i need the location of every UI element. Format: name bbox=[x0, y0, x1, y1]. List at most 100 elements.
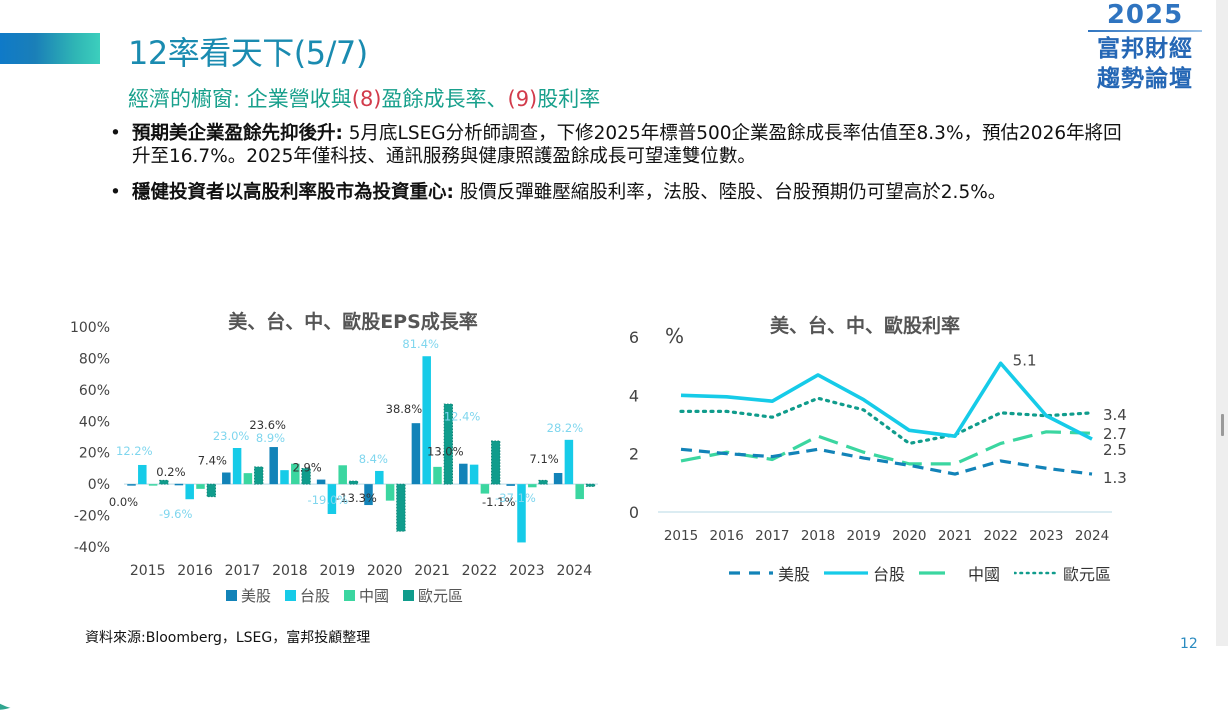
bar-中國 bbox=[148, 484, 158, 486]
eps-growth-bar-chart: 美、台、中、歐股EPS成長率 -40% -20% 0% 20% 40% 60% 80% 100%… bbox=[70, 310, 598, 579]
bar-data-label: -13.3% bbox=[336, 491, 377, 505]
bar-data-label: 0.2% bbox=[156, 465, 185, 479]
line-x-tick-label: 2021 bbox=[938, 528, 972, 544]
bar-x-tick-label: 2016 bbox=[177, 563, 213, 579]
legend-swatch bbox=[285, 590, 297, 601]
line-annotation: 2.7 bbox=[1103, 425, 1127, 443]
bar-x-tick-label: 2022 bbox=[462, 563, 498, 579]
bar-data-label: 81.4% bbox=[402, 337, 439, 351]
line-chart-title: 美、台、中、歐股利率 bbox=[770, 314, 960, 337]
bar-美股 bbox=[269, 447, 278, 485]
bar-歐元區 bbox=[491, 440, 501, 485]
scrollbar-track[interactable] bbox=[1216, 0, 1228, 646]
bullet-heading: 預期美企業盈餘先抑後升: bbox=[132, 123, 343, 144]
legend-label: 歐元區 bbox=[418, 587, 464, 605]
bullet-item: 預期美企業盈餘先抑後升: 5月底LSEG分析師調查，下修2025年標普500企業… bbox=[108, 122, 1138, 168]
line-x-tick-label: 2023 bbox=[1029, 528, 1063, 544]
bullet-list: 預期美企業盈餘先抑後升: 5月底LSEG分析師調查，下修2025年標普500企業… bbox=[108, 122, 1138, 217]
legend-label: 美股 bbox=[241, 587, 272, 605]
bar-美股 bbox=[411, 423, 421, 485]
line-series-美股 bbox=[680, 447, 1093, 476]
bar-歐元區 bbox=[443, 403, 453, 485]
slide-title: 12率看天下(5/7) bbox=[128, 34, 368, 72]
forum-logo: 2025 富邦財經 趨勢論壇 bbox=[1086, 0, 1204, 94]
legend-line-swatch bbox=[1014, 571, 1059, 575]
bar-data-label: 28.2% bbox=[547, 421, 584, 435]
bar-中國 bbox=[291, 463, 300, 485]
bar-chart-legend: 美股 台股 中國 歐元區 bbox=[226, 585, 477, 606]
line-x-tick-label: 2018 bbox=[801, 528, 835, 544]
bar-data-label: 23.0% bbox=[213, 429, 250, 443]
legend-line-swatch bbox=[919, 571, 964, 575]
line-x-tick-label: 2024 bbox=[1075, 528, 1109, 544]
bar-x-tick-label: 2019 bbox=[319, 563, 355, 579]
bar-data-label: -1.1% bbox=[482, 495, 515, 509]
bar-x-tick-label: 2023 bbox=[509, 563, 545, 579]
subtitle-part: (8) bbox=[351, 87, 382, 111]
bar-台股 bbox=[280, 470, 289, 485]
line-x-tick-label: 2017 bbox=[755, 528, 789, 544]
title-accent-bar bbox=[0, 33, 100, 64]
line-x-tick-label: 2016 bbox=[709, 528, 743, 544]
charts-canvas: 美、台、中、歐股EPS成長率-40%-20%0%20%40%60%80%100%… bbox=[70, 310, 1127, 579]
line-series-歐元區 bbox=[679, 396, 1094, 446]
bar-歐元區 bbox=[301, 468, 311, 485]
bar-台股 bbox=[469, 464, 479, 485]
line-annotation: 1.3 bbox=[1103, 469, 1127, 487]
bar-台股 bbox=[375, 470, 384, 485]
bar-歐元區 bbox=[159, 479, 169, 485]
legend-label: 台股 bbox=[300, 587, 331, 605]
bar-x-tick-label: 2015 bbox=[130, 563, 166, 579]
legend-item: 歐元區 bbox=[1014, 561, 1111, 585]
bar-中國 bbox=[480, 484, 490, 494]
line-annotation: 2.5 bbox=[1103, 441, 1127, 459]
bar-歐元區 bbox=[538, 479, 548, 485]
legend-label: 美股 bbox=[778, 565, 811, 584]
bar-美股 bbox=[316, 479, 326, 485]
bar-data-label: -37.1% bbox=[495, 491, 536, 505]
scrollbar-thumb[interactable] bbox=[1221, 414, 1224, 436]
bar-台股 bbox=[517, 484, 526, 543]
bar-歐元區 bbox=[206, 483, 216, 498]
bar-data-label: 38.8% bbox=[386, 402, 423, 416]
bar-歐元區 bbox=[396, 483, 406, 532]
legend-swatch bbox=[403, 590, 415, 601]
bullet-text: 股價反彈雖壓縮股利率，法股、陸股、台股預期仍可望高於2.5%。 bbox=[453, 182, 1007, 203]
legend-label: 台股 bbox=[873, 565, 906, 584]
line-series-中國 bbox=[680, 430, 1093, 466]
legend-item: 歐元區 bbox=[403, 585, 463, 606]
line-y-unit-label: % bbox=[665, 324, 684, 348]
bar-y-tick-label: 0% bbox=[88, 477, 110, 493]
bar-data-label: 2.9% bbox=[292, 461, 321, 475]
bar-y-tick-label: 80% bbox=[79, 351, 110, 367]
bar-美股 bbox=[364, 484, 373, 506]
bar-data-label: 0.0% bbox=[109, 495, 138, 509]
bar-歐元區 bbox=[348, 480, 359, 485]
legend-swatch bbox=[226, 590, 237, 601]
bar-美股 bbox=[553, 472, 563, 485]
line-x-tick-label: 2020 bbox=[892, 528, 926, 544]
bar-中國 bbox=[433, 466, 442, 485]
bar-data-label: 8.9% bbox=[256, 431, 285, 445]
bar-x-tick-label: 2020 bbox=[367, 563, 403, 579]
bar-data-label: -9.6% bbox=[159, 507, 192, 521]
logo-line1: 富邦財經 bbox=[1097, 36, 1193, 62]
bar-chart-title: 美、台、中、歐股EPS成長率 bbox=[228, 310, 478, 333]
legend-item: 中國 bbox=[344, 585, 389, 606]
bullet-item: 穩健投資者以高股利率股市為投資重心: 股價反彈雖壓縮股利率，法股、陸股、台股預期… bbox=[108, 181, 1138, 204]
line-y-tick-label: 4 bbox=[629, 386, 639, 405]
legend-swatch bbox=[344, 590, 356, 601]
logo-divider bbox=[1088, 30, 1202, 32]
bar-data-label: 7.1% bbox=[529, 452, 558, 466]
bar-x-tick-label: 2024 bbox=[556, 563, 592, 579]
bar-歐元區 bbox=[585, 483, 596, 487]
legend-item: 美股 bbox=[729, 561, 810, 585]
bar-台股 bbox=[138, 464, 147, 485]
legend-item: 中國 bbox=[919, 561, 1000, 585]
bar-美股 bbox=[506, 484, 515, 486]
bar-美股 bbox=[222, 472, 231, 485]
bar-中國 bbox=[385, 484, 395, 501]
legend-item: 台股 bbox=[285, 585, 330, 606]
legend-line-swatch bbox=[824, 571, 869, 575]
subtitle-part: 盈餘成長率、 bbox=[381, 87, 508, 111]
